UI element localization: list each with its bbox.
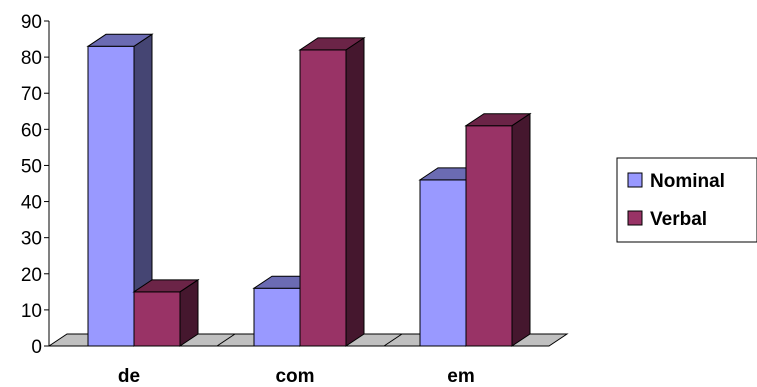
- legend-label-verbal: Verbal: [650, 209, 707, 230]
- x-axis-labels: de com em: [118, 366, 475, 387]
- legend-box: [616, 157, 757, 243]
- bar-verbal-em: [464, 112, 532, 347]
- y-axis: 0 10 20 30 40 50 60 70 80 90: [21, 12, 50, 358]
- y-tick-label: 60: [21, 120, 42, 141]
- y-tick-label: 50: [21, 156, 42, 177]
- y-tick-label: 40: [21, 193, 42, 214]
- legend: Nominal Verbal: [616, 157, 757, 243]
- y-tick-label: 0: [31, 337, 42, 358]
- y-tick-label: 30: [21, 229, 42, 250]
- legend-swatch-verbal: [627, 210, 643, 226]
- bar-verbal-com: [298, 36, 366, 347]
- y-tick-label: 90: [21, 12, 42, 33]
- x-category-label: com: [275, 366, 314, 387]
- bars: [86, 33, 532, 347]
- y-tick-label: 70: [21, 84, 42, 105]
- x-category-label: de: [118, 366, 140, 387]
- y-tick-label: 20: [21, 265, 42, 286]
- floor-divider: [216, 333, 236, 347]
- bar-verbal-de: [132, 278, 200, 347]
- floor-divider: [383, 333, 403, 347]
- legend-swatch-nominal: [627, 172, 643, 188]
- x-category-label: em: [447, 366, 474, 387]
- y-tick-label: 80: [21, 48, 42, 69]
- legend-label-nominal: Nominal: [650, 171, 725, 192]
- y-tick-label: 10: [21, 301, 42, 322]
